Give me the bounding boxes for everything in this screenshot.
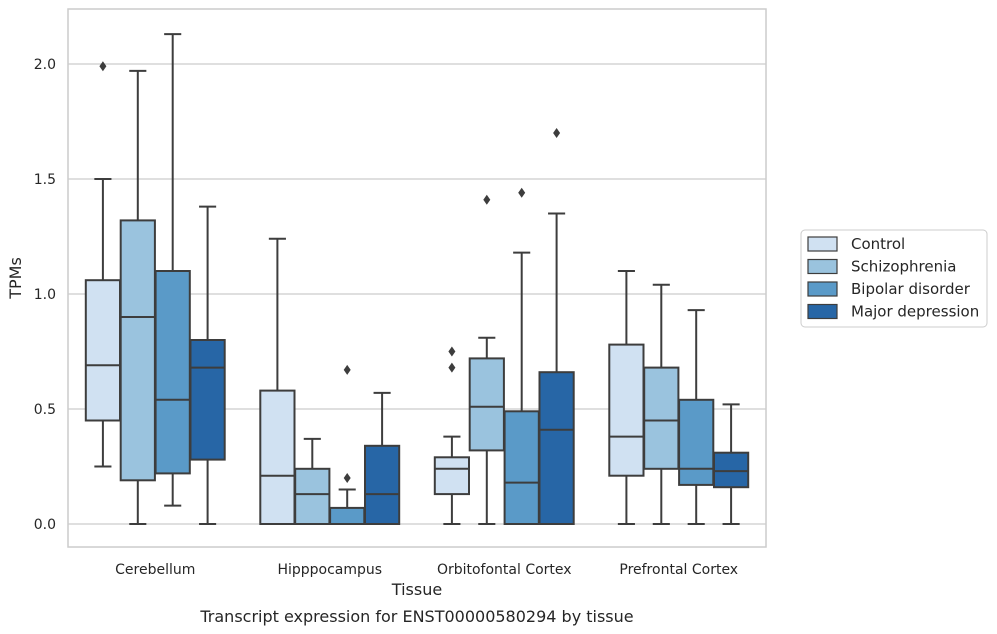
box-1-2: [329, 364, 366, 525]
box-body: [503, 410, 540, 525]
legend-label: Major depression: [851, 303, 979, 321]
box-3-1: [643, 283, 680, 525]
box-body: [643, 366, 680, 470]
legend-swatch: [807, 303, 838, 320]
y-tick-label: 1.5: [34, 172, 56, 188]
box-3-2: [678, 309, 715, 525]
outlier-point: [448, 362, 456, 373]
legend-label: Bipolar disorder: [851, 280, 971, 298]
x-tick-label: Hipppocampus: [277, 562, 382, 578]
box-1-0: [259, 237, 296, 525]
outlier-point: [343, 473, 351, 483]
box-0-1: [119, 69, 156, 525]
box-body: [712, 451, 750, 489]
y-tick-label: 1.0: [34, 287, 56, 303]
outlier-point: [448, 346, 456, 357]
outlier-point: [483, 194, 491, 205]
outlier-point: [518, 187, 526, 198]
box-body: [154, 270, 191, 475]
legend-label: Control: [851, 235, 905, 253]
legend-label: Schizophrenia: [851, 258, 956, 276]
legend-swatch: [807, 236, 838, 252]
box-1-3: [363, 391, 401, 525]
y-axis-label: TPMs: [6, 257, 25, 300]
x-tick-label: Orbitofontal Cortex: [437, 562, 572, 578]
box-2-1: [468, 194, 505, 525]
figure-caption: Transcript expression for ENST0000058029…: [199, 607, 633, 626]
box-0-3: [189, 205, 226, 525]
box-2-0: [433, 346, 471, 525]
legend-frame: [800, 229, 988, 328]
box-0-2: [154, 33, 191, 507]
box-body: [608, 343, 645, 477]
y-tick-labels: 0.0 0.5 1.0 1.5 2.0: [34, 57, 56, 533]
box-body: [678, 398, 715, 486]
outlier-point: [99, 61, 107, 72]
x-tick-labels: Cerebellum Hipppocampus Orbitofontal Corte…: [115, 562, 738, 578]
box-2-2: [503, 187, 540, 525]
y-tick-label: 0.0: [34, 517, 56, 533]
boxes-layer: [84, 33, 750, 526]
box-3-3: [712, 403, 750, 525]
box-body: [468, 357, 505, 452]
x-axis-label: Tissue: [391, 580, 442, 599]
box-0-0: [84, 61, 122, 468]
box-3-0: [608, 270, 645, 525]
x-tick-label: Prefrontal Cortex: [619, 562, 738, 578]
outlier-point: [343, 364, 351, 375]
box-body: [119, 219, 156, 482]
y-tick-label: 2.0: [34, 57, 56, 73]
box-body: [363, 444, 401, 525]
box-body: [259, 389, 296, 525]
box-2-3: [538, 128, 575, 526]
box-body: [84, 279, 122, 422]
box-body: [294, 467, 331, 525]
x-tick-label: Cerebellum: [115, 562, 195, 578]
legend: Control Schizophrenia Bipolar disorder Majo…: [800, 229, 988, 328]
box-1-1: [294, 437, 331, 525]
outlier-point: [553, 128, 561, 138]
box-body: [538, 371, 575, 526]
plot-frame: [67, 8, 767, 548]
legend-swatch: [807, 281, 838, 297]
legend-swatch: [807, 258, 838, 275]
box-body: [329, 506, 366, 525]
box-body: [189, 339, 226, 461]
box-body: [433, 456, 471, 496]
y-tick-label: 0.5: [34, 402, 56, 418]
